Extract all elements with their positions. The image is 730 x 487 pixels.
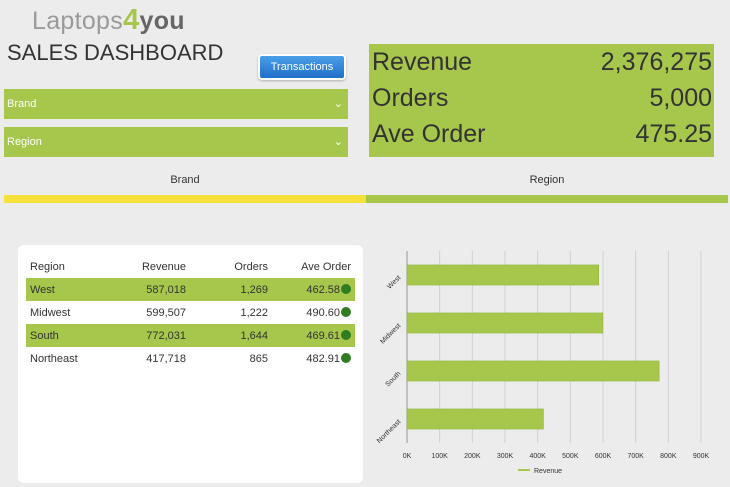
cell-ave-order: 490.60 (268, 301, 355, 324)
kpi-label: Ave Order (372, 120, 486, 148)
col-header-ave-order: Ave Order (301, 260, 351, 273)
table-row[interactable]: South 772,031 1,644 469.61 (26, 324, 355, 347)
brand-dropdown[interactable]: Brand ⌄ (4, 89, 348, 119)
cell-orders: 1,222 (240, 306, 268, 319)
tab-region[interactable]: Region (529, 174, 565, 186)
revenue-chart-panel: 0K 100K 200K 300K 400K 500K 600K 700K 800K 900K We… (366, 245, 730, 485)
x-tick-label: 500K (562, 453, 579, 460)
cell-region: Northeast (30, 352, 78, 365)
kpi-label: Orders (372, 84, 449, 112)
cell-revenue: 599,507 (146, 306, 186, 319)
chevron-down-icon: ⌄ (333, 136, 343, 148)
region-table-panel: Region Revenue Orders Ave Order West 587… (18, 245, 363, 483)
y-tick-label: South (385, 370, 403, 388)
transactions-button[interactable]: Transactions (258, 54, 346, 80)
col-header-orders: Orders (234, 260, 268, 273)
page-title: SALES DASHBOARD (7, 40, 224, 65)
x-tick-label: 300K (497, 453, 514, 460)
status-dot-icon (341, 329, 351, 340)
region-table: Region Revenue Orders Ave Order West 587… (26, 255, 355, 370)
cell-revenue: 587,018 (131, 278, 186, 301)
ave-value: 462.58 (306, 283, 340, 296)
ave-value: 490.60 (306, 306, 340, 319)
tab-brand[interactable]: Brand (170, 174, 200, 186)
kpi-revenue: Revenue 2,376,275 (369, 44, 714, 80)
cell-region: Midwest (30, 306, 71, 319)
tab-region-indicator[interactable] (366, 195, 728, 203)
logo-number: 4 (123, 4, 140, 36)
kpi-panel: Revenue 2,376,275 Orders 5,000 Ave Order… (369, 44, 714, 157)
y-tick-label: Midwest (379, 322, 402, 345)
table-row[interactable]: Northeast 417,718 865 482.91 (26, 347, 355, 370)
bar (406, 264, 600, 286)
logo-prefix: Laptops (32, 7, 124, 35)
cell-orders: 1,644 (186, 324, 268, 347)
status-dot-icon (341, 306, 351, 317)
bar (406, 360, 660, 382)
cell-ave-order: 482.91 (268, 347, 355, 370)
cell-ave-order: 469.61 (268, 324, 355, 347)
x-tick-label: 400K (529, 453, 546, 460)
x-tick-label: 600K (595, 453, 612, 460)
bar (406, 408, 544, 430)
status-dot-icon (341, 352, 351, 363)
kpi-ave-order: Ave Order 475.25 (369, 116, 714, 152)
status-dot-icon (341, 283, 351, 294)
region-dropdown-label: Region (7, 136, 42, 148)
kpi-value: 5,000 (649, 84, 712, 112)
ave-value: 482.91 (306, 352, 340, 365)
cell-region: South (26, 324, 131, 347)
kpi-orders: Orders 5,000 (369, 80, 714, 116)
cell-revenue: 417,718 (146, 352, 186, 365)
kpi-value: 475.25 (635, 120, 712, 148)
logo-suffix: you (139, 7, 185, 35)
cell-region: West (26, 278, 131, 301)
x-tick-label: 0K (403, 453, 412, 460)
x-tick-label: 900K (693, 453, 710, 460)
kpi-value: 2,376,275 (600, 48, 712, 76)
cell-revenue: 772,031 (131, 324, 186, 347)
x-tick-label: 800K (660, 453, 677, 460)
legend-label: Revenue (534, 468, 562, 475)
brand-dropdown-label: Brand (7, 98, 37, 110)
cell-orders: 1,269 (186, 278, 268, 301)
x-tick-label: 100K (431, 453, 448, 460)
revenue-bar-chart: 0K 100K 200K 300K 400K 500K 600K 700K 800K 900K We… (376, 251, 710, 475)
region-dropdown[interactable]: Region ⌄ (4, 127, 348, 157)
x-tick-label: 200K (464, 453, 481, 460)
ave-value: 469.61 (306, 329, 340, 342)
tab-brand-indicator[interactable] (4, 195, 366, 203)
col-header-revenue: Revenue (141, 260, 186, 273)
table-header-row: Region Revenue Orders Ave Order (26, 255, 355, 278)
col-header-region: Region (30, 260, 65, 273)
chevron-down-icon: ⌄ (333, 98, 343, 110)
x-tick-label: 700K (627, 453, 644, 460)
cell-ave-order: 462.58 (268, 278, 355, 301)
y-tick-label: West (386, 274, 402, 290)
table-row[interactable]: West 587,018 1,269 462.58 (26, 278, 355, 301)
logo: Laptops4you (32, 4, 185, 37)
table-row[interactable]: Midwest 599,507 1,222 490.60 (26, 301, 355, 324)
y-tick-label: Northeast (376, 418, 402, 444)
kpi-label: Revenue (372, 48, 473, 76)
bar (406, 312, 604, 334)
cell-orders: 865 (249, 352, 268, 365)
